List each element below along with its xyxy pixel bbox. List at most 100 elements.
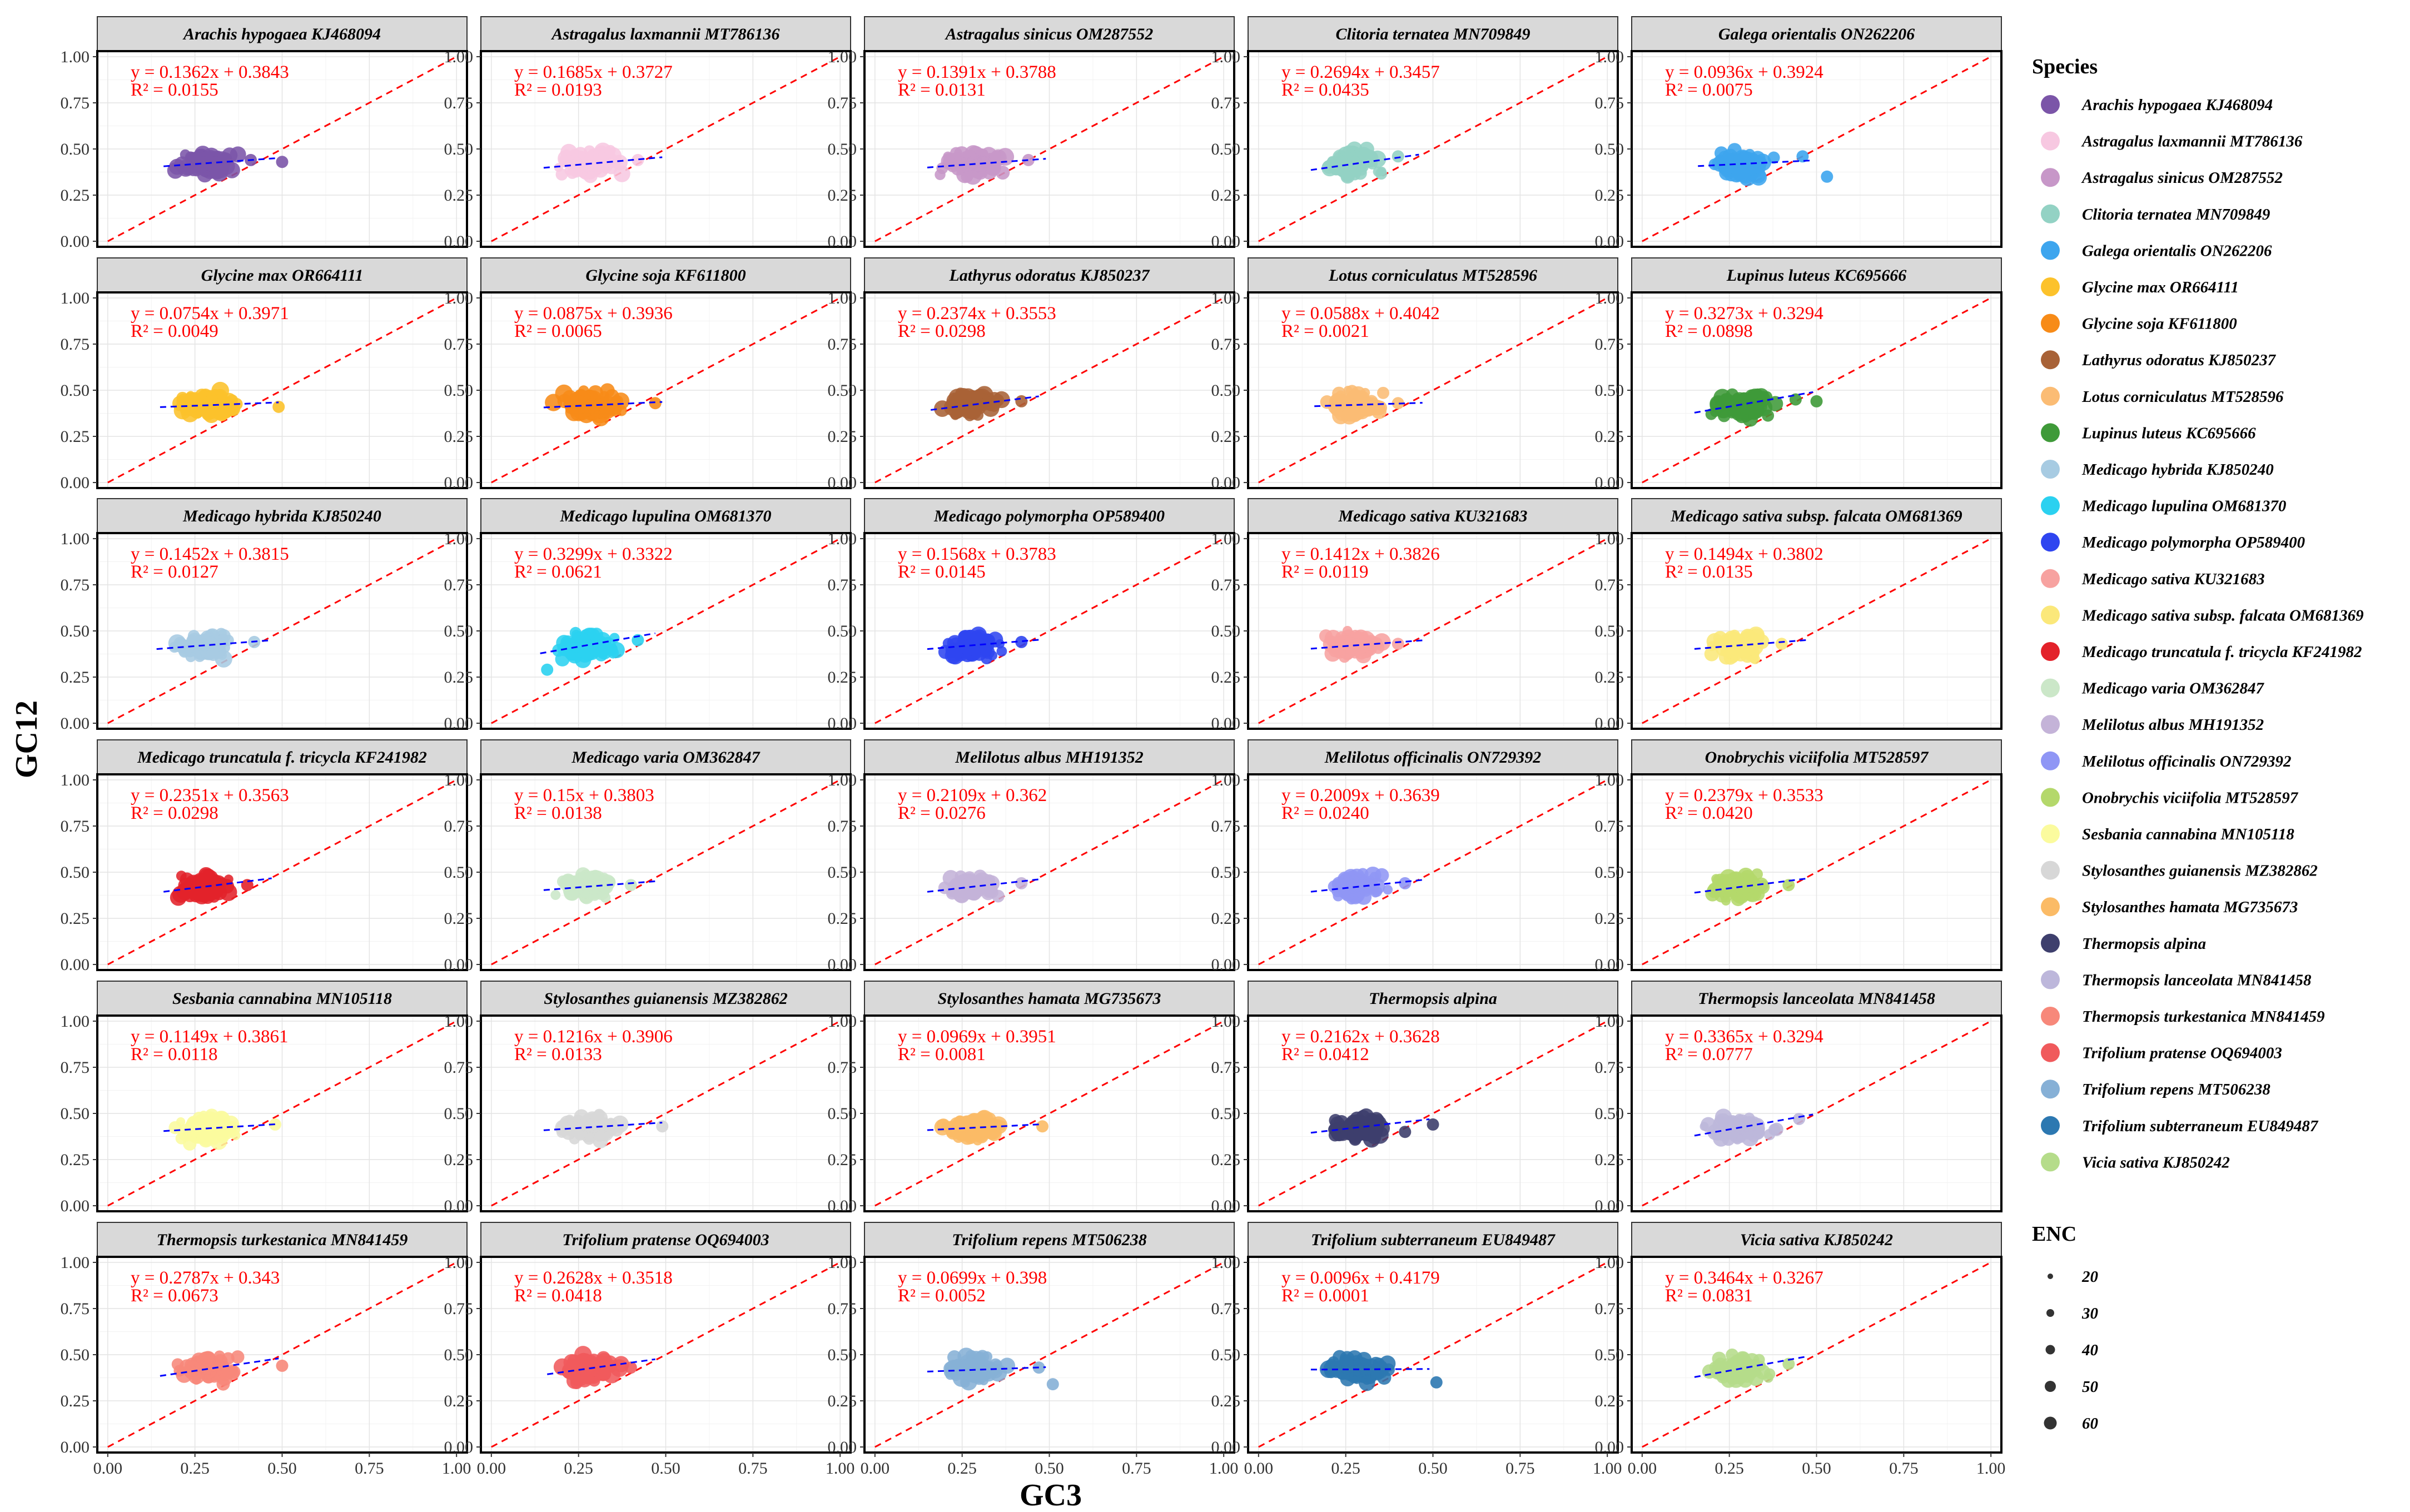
- y-tick-label: 0.50: [828, 863, 857, 882]
- r-squared: R² = 0.0001: [1281, 1286, 1369, 1306]
- size-legend-title: ENC: [2032, 1222, 2076, 1246]
- regression-line: [543, 156, 663, 169]
- data-point: [1349, 1111, 1365, 1126]
- data-point: [1427, 1118, 1439, 1131]
- regression-line: [927, 158, 1046, 168]
- data-point: [607, 399, 623, 415]
- data-point: [559, 874, 577, 892]
- legend-key: [2041, 204, 2060, 223]
- reference-line: [491, 1261, 841, 1448]
- legend-item: Onobrychis viciifolia MT528597: [2041, 788, 2299, 807]
- facet-strip: [1631, 16, 2002, 52]
- facet-panel: Onobrychis viciifolia MT528597 y = 0.2379…: [1595, 739, 2002, 974]
- legend-label: Medicago truncatula f. tricycla KF241982: [2081, 643, 2362, 661]
- data-point: [1733, 876, 1747, 891]
- y-tick-label: 1.00: [1595, 1254, 1624, 1272]
- legend-key: [2041, 1116, 2060, 1135]
- data-point: [1761, 391, 1773, 402]
- legend-item: Medicago polymorpha OP589400: [2041, 533, 2305, 552]
- data-point: [1392, 397, 1404, 410]
- facet-panel: Medicago hybrida KJ850240 y = 0.1452x + 0…: [61, 498, 468, 733]
- reference-line: [1258, 56, 1608, 242]
- y-tick-label: 0.75: [828, 1058, 857, 1077]
- r-squared: R² = 0.0131: [898, 80, 986, 100]
- data-point: [962, 1357, 978, 1372]
- data-point: [1715, 1108, 1732, 1126]
- y-tick-label: 0.75: [1595, 94, 1624, 112]
- y-tick-label: 0.75: [828, 576, 857, 594]
- y-tick-label: 0.75: [1211, 1300, 1241, 1318]
- data-point: [981, 883, 997, 898]
- y-tick-label: 0.50: [444, 1346, 474, 1364]
- y-tick-label: 1.00: [1595, 1012, 1624, 1031]
- y-tick-label: 0.00: [1211, 474, 1241, 492]
- x-tick-label: 0.00: [477, 1459, 506, 1478]
- legend-item: Medicago sativa KU321683: [2041, 569, 2265, 588]
- data-point: [613, 165, 630, 182]
- facet-title: Trifolium repens MT506238: [952, 1231, 1147, 1249]
- legend-item: Vicia sativa KJ850242: [2041, 1152, 2230, 1172]
- facet-panel: Trifolium repens MT506238 y = 0.0699x + 0…: [828, 1222, 1238, 1478]
- regression-equation: y = 0.1412x + 0.3826: [1281, 544, 1440, 564]
- regression-equation: y = 0.0969x + 0.3951: [898, 1027, 1056, 1047]
- size-legend-label: 20: [2081, 1268, 2098, 1286]
- legend-key: [2041, 1007, 2060, 1026]
- x-tick-label: 1.00: [826, 1459, 855, 1478]
- data-point: [953, 391, 967, 405]
- legend-label: Trifolium repens MT506238: [2082, 1081, 2270, 1098]
- regression-line: [931, 395, 1039, 411]
- size-legend-key: [2044, 1416, 2057, 1430]
- r-squared: R² = 0.0145: [898, 562, 986, 582]
- data-point: [1700, 1122, 1709, 1131]
- data-point: [555, 168, 568, 181]
- data-point: [611, 1115, 629, 1133]
- data-point: [1015, 877, 1028, 889]
- legend-item: Glycine soja KF611800: [2041, 314, 2237, 333]
- data-point: [1322, 160, 1336, 174]
- facet-title: Galega orientalis ON262206: [1718, 25, 1915, 43]
- legend-label: Glycine soja KF611800: [2082, 315, 2237, 333]
- y-tick-label: 0.50: [444, 622, 474, 640]
- data-point: [276, 1359, 289, 1372]
- data-point: [624, 1361, 637, 1374]
- facet-title: Melilotus albus MH191352: [955, 748, 1143, 767]
- data-point: [1767, 151, 1780, 164]
- legend-label: Trifolium subterraneum EU849487: [2082, 1117, 2319, 1135]
- data-point: [215, 407, 229, 421]
- y-tick-label: 0.75: [828, 335, 857, 354]
- y-tick-label: 0.50: [828, 1346, 857, 1364]
- regression-equation: y = 0.2374x + 0.3553: [898, 304, 1056, 324]
- legend-key: [2041, 496, 2060, 515]
- facet-strip: [1631, 257, 2002, 293]
- regression-line: [163, 1123, 279, 1132]
- legend-label: Medicago sativa subsp. falcata OM681369: [2081, 606, 2364, 624]
- legend-item: Glycine max OR664111: [2041, 277, 2239, 296]
- y-tick-label: 0.25: [1595, 668, 1624, 687]
- data-point: [188, 1122, 203, 1138]
- facet-panel: Melilotus officinalis ON729392 y = 0.2009…: [1211, 739, 1619, 974]
- x-tick-label: 0.75: [355, 1459, 384, 1478]
- data-point: [208, 634, 223, 649]
- data-point: [272, 400, 285, 413]
- facet-panel: Thermopsis alpina y = 0.2162x + 0.3628R² …: [1211, 981, 1619, 1215]
- data-point: [1753, 1354, 1765, 1366]
- y-tick-label: 0.25: [1211, 1392, 1241, 1410]
- data-point: [959, 1115, 977, 1133]
- x-tick-label: 0.00: [1628, 1459, 1657, 1478]
- data-point: [987, 631, 1003, 648]
- y-tick-label: 0.00: [1595, 714, 1624, 733]
- facet-panel: Sesbania cannabina MN105118 y = 0.1149x +…: [61, 981, 468, 1215]
- legend-item: Medicago truncatula f. tricycla KF241982: [2041, 642, 2362, 661]
- r-squared: R² = 0.0418: [514, 1286, 602, 1306]
- data-point: [1329, 1113, 1343, 1127]
- x-tick-label: 0.50: [1418, 1459, 1448, 1478]
- data-point: [996, 1120, 1007, 1131]
- data-point: [955, 880, 970, 894]
- data-point: [1376, 1360, 1388, 1372]
- legend-label: Vicia sativa KJ850242: [2082, 1153, 2230, 1171]
- regression-equation: y = 0.1216x + 0.3906: [514, 1027, 673, 1047]
- y-tick-label: 0.50: [1211, 1105, 1241, 1123]
- y-tick-label: 1.00: [828, 48, 857, 66]
- r-squared: R² = 0.0435: [1281, 80, 1369, 100]
- y-tick-label: 1.00: [828, 771, 857, 789]
